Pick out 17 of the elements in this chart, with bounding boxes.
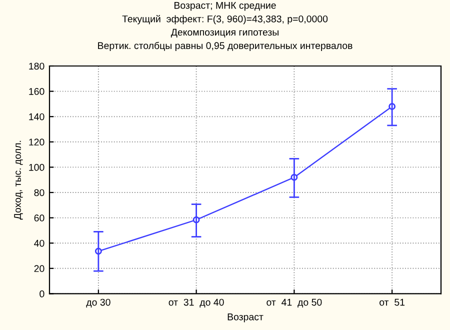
y-tick-label: 140 (29, 113, 44, 120)
y-tick-label: 0 (40, 290, 44, 298)
y-axis-title: Доход, тыс. долл. (14, 140, 23, 220)
x-tick-label: от 31 до 40 (168, 298, 224, 308)
y-tick-label: 180 (29, 62, 44, 70)
y-tick-label: 60 (34, 214, 44, 222)
x-axis-title: Возраст (228, 314, 264, 322)
x-tick-label: от 51 (380, 298, 405, 306)
x-tick-label: до 30 (86, 298, 110, 308)
x-tick-label: от 41 до 50 (266, 298, 322, 308)
chart-title: Возраст; МНК средние Текущий эффект: F(3, 960)=43,383, p=0,0000 Декомпозиция гипотезы Вертик. столбцы равны 0,95 доверительных интервалов (98, 2, 352, 51)
y-tick-label: 120 (29, 138, 44, 146)
y-tick-label: 160 (29, 88, 44, 95)
y-tick-label: 80 (34, 189, 44, 196)
y-tick-label: 40 (34, 240, 44, 247)
y-tick-label: 100 (29, 164, 44, 171)
y-tick-label: 20 (34, 265, 44, 272)
